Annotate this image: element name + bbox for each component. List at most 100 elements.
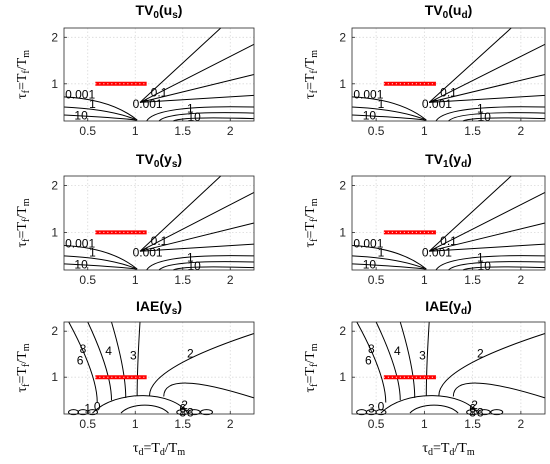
contour-line bbox=[380, 395, 478, 414]
y-tick-label: 1 bbox=[51, 225, 58, 239]
contour-line bbox=[87, 321, 112, 401]
x-tick-label: 2 bbox=[227, 417, 234, 431]
ylabel-main: τ bbox=[303, 242, 318, 248]
contour-line bbox=[146, 255, 255, 271]
ylabel-sub: m bbox=[21, 50, 32, 58]
panel-title: TV0(us) bbox=[136, 2, 183, 21]
contour-line bbox=[163, 382, 255, 399]
contour-line bbox=[139, 94, 255, 103]
contour-label: 0.001 bbox=[65, 88, 95, 102]
title-paren: ) bbox=[177, 298, 182, 314]
panel-6: 864 3 23 0 268 30.5 1 1.5 212IAE(yd)τf=Tf/Tmτd=T… bbox=[303, 298, 546, 458]
title-argsub: d bbox=[461, 306, 467, 317]
y-axis-label: τf=Tf/Tm bbox=[15, 343, 32, 392]
y-tick-label: 2 bbox=[51, 30, 58, 44]
contour-line bbox=[139, 175, 222, 252]
y-axis-label: τf=Tf/Tm bbox=[15, 198, 32, 247]
contour-label: 10 bbox=[74, 257, 88, 271]
contour-line bbox=[375, 321, 401, 401]
contour-label: 2 bbox=[181, 398, 188, 412]
axes-box bbox=[63, 27, 255, 122]
ylabel-sub: m bbox=[309, 343, 320, 351]
contour-line bbox=[351, 263, 427, 270]
panel-title: IAE(yd) bbox=[425, 298, 472, 317]
contour-label: 1 bbox=[187, 250, 194, 264]
contour-label: 0.1 bbox=[151, 85, 168, 99]
contour-line bbox=[63, 245, 138, 270]
x-tick-label: 1 bbox=[421, 417, 428, 431]
ylabel-tail: /T bbox=[15, 206, 30, 219]
title-paren: ) bbox=[177, 151, 182, 167]
contour-label: 6 bbox=[365, 353, 372, 367]
title-paren: ( bbox=[448, 2, 453, 18]
title-main: TV bbox=[425, 151, 444, 167]
title-paren: ( bbox=[159, 151, 164, 167]
contour-label: 2 bbox=[477, 346, 484, 360]
contour-line bbox=[452, 382, 546, 399]
x-tick-label: 2 bbox=[518, 124, 525, 138]
xlabel-sub: d bbox=[449, 447, 454, 458]
title-paren: ( bbox=[159, 298, 164, 314]
x-tick-label: 0.5 bbox=[368, 273, 385, 287]
x-tick-label: 2 bbox=[227, 273, 234, 287]
contour-line bbox=[428, 175, 512, 252]
x-tick-label: 2 bbox=[518, 273, 525, 287]
ylabel-mid: =T bbox=[303, 73, 318, 90]
contour-label: 0.001 bbox=[353, 236, 383, 250]
contour-line bbox=[351, 106, 427, 121]
title-main: IAE bbox=[136, 298, 159, 314]
contour-label: 10 bbox=[478, 259, 492, 273]
contour-label: 6 bbox=[469, 402, 476, 416]
title-sub: 0 bbox=[153, 10, 159, 21]
ylabel-main: τ bbox=[15, 93, 30, 99]
contour-label: 10 bbox=[478, 110, 492, 124]
contour-line bbox=[351, 245, 427, 270]
contour-line bbox=[428, 27, 512, 103]
x-tick-label: 1 bbox=[132, 417, 139, 431]
title-paren: ) bbox=[467, 151, 472, 167]
contour-line bbox=[356, 321, 387, 403]
title-arg: y bbox=[164, 298, 172, 314]
contour-line bbox=[63, 106, 138, 121]
contour-line bbox=[158, 112, 255, 122]
axes-box bbox=[351, 321, 546, 415]
contour-label: 0.001 bbox=[133, 246, 163, 260]
ylabel-mid: =T bbox=[303, 222, 318, 239]
x-tick-label: 1 bbox=[421, 124, 428, 138]
contour-label: 10 bbox=[363, 257, 377, 271]
ylabel-sub: f bbox=[21, 70, 32, 74]
panel-title: TV0(ys) bbox=[136, 151, 182, 170]
contour-label: 6 bbox=[77, 353, 84, 367]
title-main: IAE bbox=[425, 298, 448, 314]
plot-area bbox=[352, 28, 545, 121]
contour-label: 0 bbox=[378, 399, 385, 413]
title-argsub: s bbox=[172, 306, 178, 317]
ylabel-mid: =T bbox=[303, 367, 318, 384]
contour-line bbox=[351, 114, 427, 121]
contour-line bbox=[63, 255, 138, 270]
contour-label: 2 bbox=[187, 346, 194, 360]
ylabel-sub: f bbox=[309, 238, 320, 242]
panel-title: IAE(ys) bbox=[136, 298, 182, 317]
x-tick-label: 1.5 bbox=[464, 417, 481, 431]
contour-lines bbox=[63, 27, 255, 122]
contour-line bbox=[173, 117, 255, 122]
contour-label: 3 bbox=[477, 405, 484, 419]
contour-line bbox=[120, 404, 169, 414]
contour-line bbox=[351, 96, 427, 121]
x-tick-label: 1.5 bbox=[174, 273, 191, 287]
ylabel-tail: /T bbox=[303, 351, 318, 364]
xlabel-sub: d bbox=[138, 447, 143, 458]
contour-lines bbox=[356, 321, 546, 416]
ylabel-sub: f bbox=[309, 218, 320, 222]
title-argsub: s bbox=[172, 159, 178, 170]
ylabel-sub: f bbox=[21, 363, 32, 367]
xlabel-main: τ bbox=[133, 441, 139, 456]
x-tick-label: 1.5 bbox=[464, 273, 481, 287]
y-tick-label: 2 bbox=[339, 324, 346, 338]
contour-line bbox=[399, 321, 416, 398]
contour-line bbox=[68, 321, 98, 403]
ylabel-sub: f bbox=[21, 383, 32, 387]
